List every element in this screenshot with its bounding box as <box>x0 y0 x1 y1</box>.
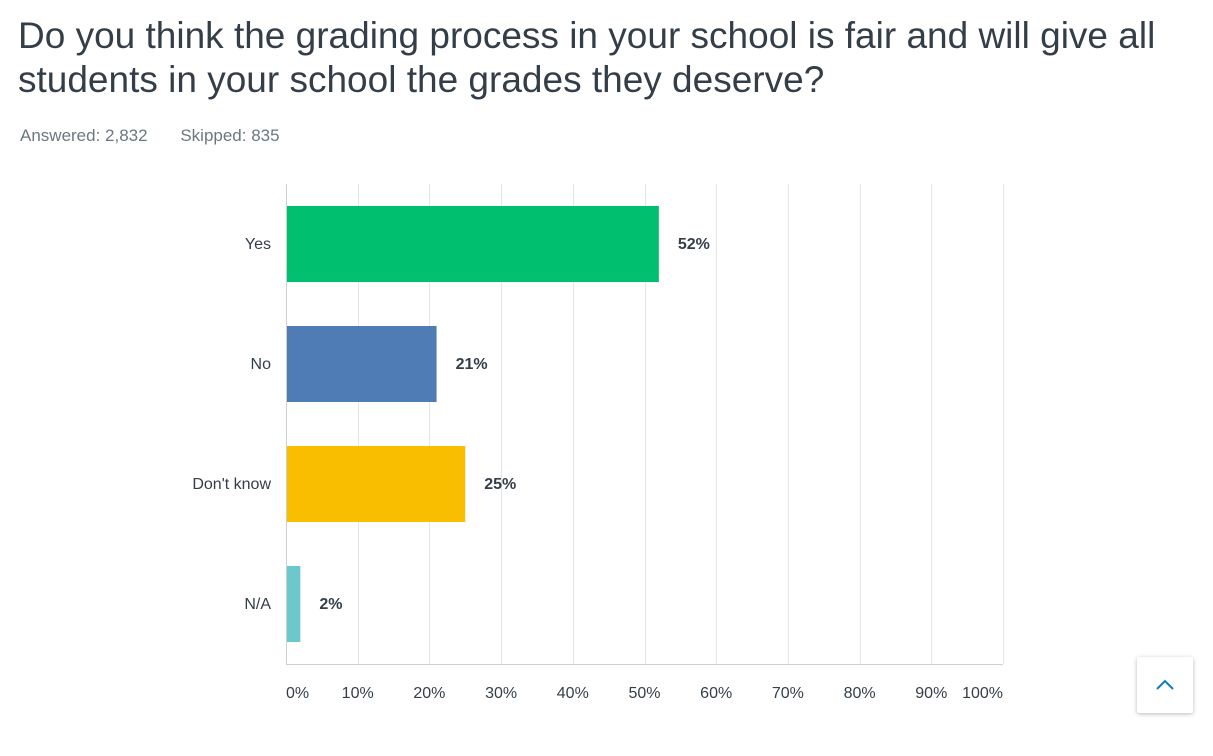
category-label: No <box>251 356 272 373</box>
x-tick-label: 90% <box>915 685 947 702</box>
question-title: Do you think the grading process in your… <box>18 15 1156 100</box>
answered-count: Answered: 2,832 <box>20 126 148 145</box>
bar[interactable] <box>287 566 301 642</box>
chevron-up-icon <box>1156 679 1174 690</box>
data-label: 52% <box>678 236 710 253</box>
category-label: N/A <box>244 596 271 613</box>
bar[interactable] <box>287 206 659 282</box>
x-tick-label: 100% <box>962 685 1003 702</box>
data-label: 21% <box>456 356 488 373</box>
category-label: Don't know <box>192 476 271 493</box>
x-tick-label: 30% <box>485 685 517 702</box>
x-tick-label: 20% <box>413 685 445 702</box>
skipped-count: Skipped: 835 <box>180 126 280 145</box>
data-label: 2% <box>319 596 342 613</box>
x-tick-label: 80% <box>844 685 876 702</box>
x-tick-label: 60% <box>700 685 732 702</box>
category-label: Yes <box>245 236 271 253</box>
x-tick-label: 10% <box>342 685 374 702</box>
bar[interactable] <box>287 326 437 402</box>
x-tick-label: 0% <box>286 685 309 702</box>
bar[interactable] <box>287 446 466 522</box>
data-label: 25% <box>484 476 516 493</box>
x-tick-label: 40% <box>557 685 589 702</box>
x-tick-label: 70% <box>772 685 804 702</box>
scroll-to-top-button[interactable] <box>1137 657 1193 713</box>
response-stats: Answered: 2,832 Skipped: 835 <box>20 126 280 146</box>
x-tick-label: 50% <box>628 685 660 702</box>
